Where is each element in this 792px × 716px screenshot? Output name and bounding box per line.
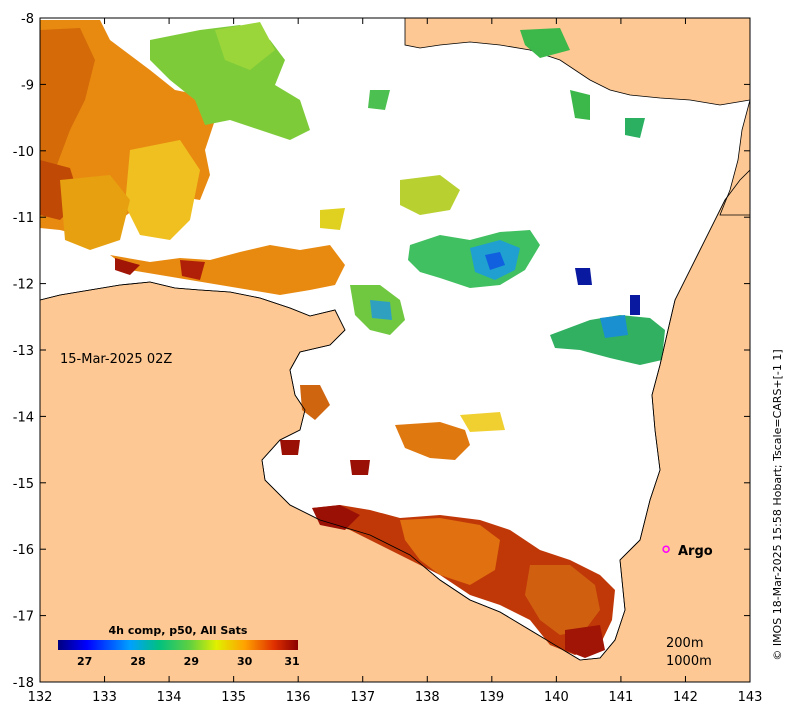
timestamp-label: 15-Mar-2025 02Z — [60, 352, 172, 367]
sst-data — [40, 20, 665, 658]
colorbar: 4h comp, p50, All Sats 27 28 29 30 31 — [58, 624, 300, 668]
y-tick-label: -17 — [13, 610, 34, 625]
x-tick-label: 143 — [738, 690, 763, 705]
argo-marker-icon — [662, 545, 670, 553]
x-tick-label: 140 — [544, 690, 569, 705]
credit-label: © IMOS 18-Mar-2025 15:58 Hobart; Tscale=… — [771, 349, 784, 660]
colorbar-tick-label: 31 — [284, 655, 299, 668]
x-tick-label: 133 — [92, 690, 117, 705]
land-cape-york — [404, 18, 750, 106]
y-tick-label: -12 — [13, 278, 34, 293]
x-tick-label: 134 — [157, 690, 182, 705]
x-tick-label: 139 — [479, 690, 504, 705]
colorbar-tick-label: 30 — [237, 655, 253, 668]
x-axis: 132 133 134 135 136 137 138 139 140 141 142 143 — [28, 18, 763, 705]
y-tick-label: -18 — [13, 676, 34, 691]
y-axis: -8 -9 -10 -11 -12 -13 -14 -15 -16 -17 -18 — [13, 12, 750, 691]
y-tick-label: -15 — [13, 477, 34, 492]
y-tick-label: -11 — [13, 211, 34, 226]
x-tick-label: 137 — [350, 690, 375, 705]
depth-label-200m: 200m — [666, 636, 703, 651]
land-east-coast — [719, 99, 750, 216]
y-tick-label: -16 — [13, 543, 34, 558]
x-tick-label: 142 — [673, 690, 698, 705]
colorbar-title: 4h comp, p50, All Sats — [109, 624, 248, 637]
y-tick-label: -10 — [13, 145, 34, 160]
y-tick-label: -13 — [13, 344, 34, 359]
depth-label-1000m: 1000m — [666, 654, 712, 669]
x-tick-label: 136 — [286, 690, 311, 705]
x-tick-label: 135 — [221, 690, 246, 705]
colorbar-tick-label: 28 — [130, 655, 145, 668]
x-tick-label: 141 — [608, 690, 633, 705]
x-tick-label: 138 — [415, 690, 440, 705]
y-tick-label: -14 — [13, 410, 34, 425]
y-tick-label: -8 — [21, 12, 34, 27]
colorbar-tick-label: 29 — [184, 655, 199, 668]
argo-label: Argo — [678, 544, 713, 559]
y-tick-label: -9 — [21, 78, 34, 93]
colorbar-gradient — [58, 640, 298, 650]
x-tick-label: 132 — [28, 690, 53, 705]
colorbar-tick-label: 27 — [77, 655, 92, 668]
